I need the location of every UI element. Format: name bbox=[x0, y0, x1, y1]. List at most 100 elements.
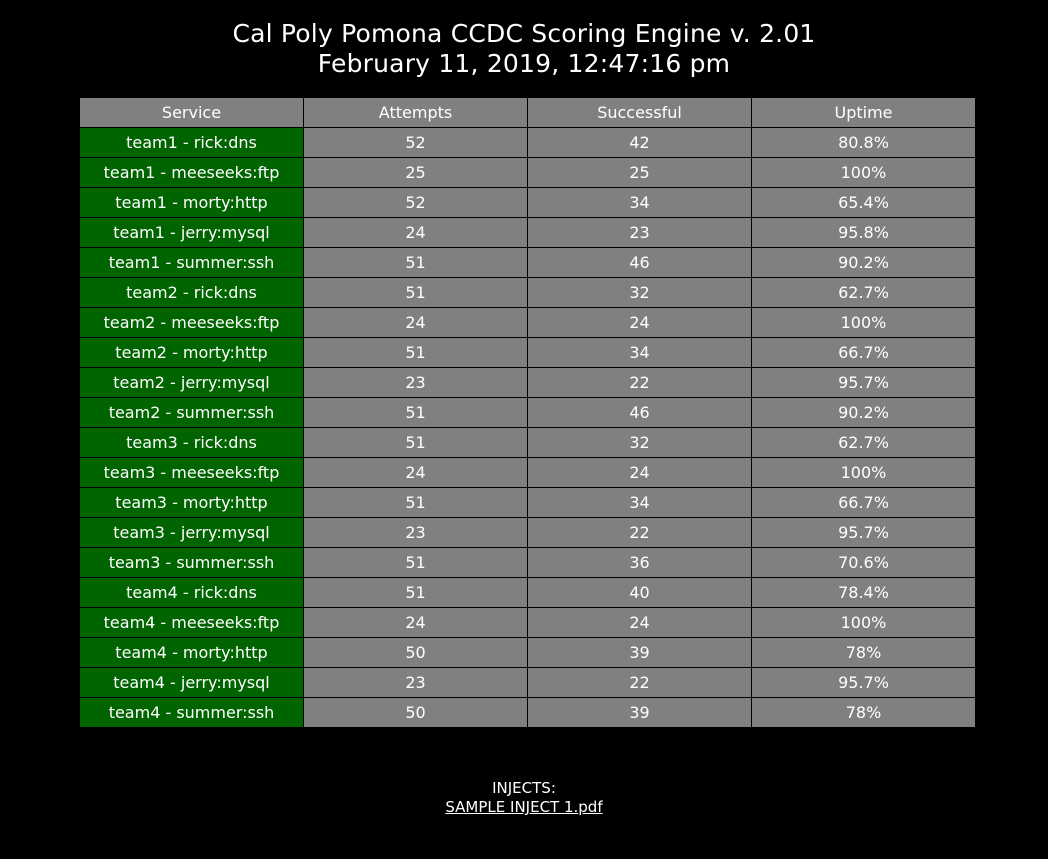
column-header-attempts: Attempts bbox=[303, 97, 528, 128]
attempts-cell: 52 bbox=[303, 187, 528, 218]
table-row: team3 - morty:http 51 34 66.7% bbox=[79, 487, 976, 518]
service-cell: team1 - meeseeks:ftp bbox=[79, 157, 304, 188]
uptime-cell: 100% bbox=[751, 607, 976, 638]
successful-cell: 39 bbox=[527, 637, 752, 668]
service-cell: team1 - jerry:mysql bbox=[79, 217, 304, 248]
successful-cell: 22 bbox=[527, 367, 752, 398]
successful-cell: 34 bbox=[527, 187, 752, 218]
table-row: team3 - jerry:mysql 23 22 95.7% bbox=[79, 517, 976, 548]
service-cell: team3 - summer:ssh bbox=[79, 547, 304, 578]
attempts-cell: 25 bbox=[303, 157, 528, 188]
service-cell: team4 - meeseeks:ftp bbox=[79, 607, 304, 638]
attempts-cell: 23 bbox=[303, 517, 528, 548]
table-row: team3 - summer:ssh 51 36 70.6% bbox=[79, 547, 976, 578]
service-cell: team4 - rick:dns bbox=[79, 577, 304, 608]
service-cell: team3 - jerry:mysql bbox=[79, 517, 304, 548]
uptime-cell: 66.7% bbox=[751, 337, 976, 368]
service-cell: team2 - morty:http bbox=[79, 337, 304, 368]
attempts-cell: 24 bbox=[303, 307, 528, 338]
attempts-cell: 50 bbox=[303, 697, 528, 728]
successful-cell: 39 bbox=[527, 697, 752, 728]
successful-cell: 22 bbox=[527, 667, 752, 698]
table-row: team3 - rick:dns 51 32 62.7% bbox=[79, 427, 976, 458]
uptime-cell: 95.8% bbox=[751, 217, 976, 248]
attempts-cell: 24 bbox=[303, 217, 528, 248]
table-row: team4 - meeseeks:ftp 24 24 100% bbox=[79, 607, 976, 638]
column-header-uptime: Uptime bbox=[751, 97, 976, 128]
successful-cell: 34 bbox=[527, 487, 752, 518]
table-row: team1 - jerry:mysql 24 23 95.8% bbox=[79, 217, 976, 248]
service-cell: team3 - morty:http bbox=[79, 487, 304, 518]
uptime-cell: 90.2% bbox=[751, 397, 976, 428]
attempts-cell: 51 bbox=[303, 337, 528, 368]
service-cell: team1 - summer:ssh bbox=[79, 247, 304, 278]
successful-cell: 34 bbox=[527, 337, 752, 368]
successful-cell: 46 bbox=[527, 397, 752, 428]
attempts-cell: 24 bbox=[303, 607, 528, 638]
successful-cell: 25 bbox=[527, 157, 752, 188]
service-cell: team2 - summer:ssh bbox=[79, 397, 304, 428]
injects-section: INJECTS: SAMPLE INJECT 1.pdf bbox=[0, 779, 1048, 817]
successful-cell: 42 bbox=[527, 127, 752, 158]
service-cell: team4 - jerry:mysql bbox=[79, 667, 304, 698]
attempts-cell: 52 bbox=[303, 127, 528, 158]
table-row: team4 - morty:http 50 39 78% bbox=[79, 637, 976, 668]
uptime-cell: 95.7% bbox=[751, 667, 976, 698]
service-cell: team3 - rick:dns bbox=[79, 427, 304, 458]
successful-cell: 23 bbox=[527, 217, 752, 248]
uptime-cell: 100% bbox=[751, 307, 976, 338]
attempts-cell: 51 bbox=[303, 487, 528, 518]
successful-cell: 24 bbox=[527, 307, 752, 338]
service-cell: team2 - meeseeks:ftp bbox=[79, 307, 304, 338]
table-row: team2 - jerry:mysql 23 22 95.7% bbox=[79, 367, 976, 398]
uptime-cell: 80.8% bbox=[751, 127, 976, 158]
successful-cell: 40 bbox=[527, 577, 752, 608]
inject-file-link[interactable]: SAMPLE INJECT 1.pdf bbox=[445, 798, 603, 816]
table-row: team3 - meeseeks:ftp 24 24 100% bbox=[79, 457, 976, 488]
uptime-cell: 62.7% bbox=[751, 427, 976, 458]
uptime-cell: 100% bbox=[751, 457, 976, 488]
uptime-cell: 100% bbox=[751, 157, 976, 188]
table-body: team1 - rick:dns 52 42 80.8% team1 - meeseek… bbox=[79, 127, 976, 728]
attempts-cell: 51 bbox=[303, 427, 528, 458]
uptime-cell: 95.7% bbox=[751, 367, 976, 398]
column-header-successful: Successful bbox=[527, 97, 752, 128]
service-cell: team2 - rick:dns bbox=[79, 277, 304, 308]
injects-label: INJECTS: bbox=[492, 779, 556, 797]
table-header-row: Service Attempts Successful Uptime bbox=[79, 97, 976, 128]
table-row: team1 - rick:dns 52 42 80.8% bbox=[79, 127, 976, 158]
uptime-cell: 65.4% bbox=[751, 187, 976, 218]
successful-cell: 46 bbox=[527, 247, 752, 278]
successful-cell: 32 bbox=[527, 277, 752, 308]
uptime-cell: 90.2% bbox=[751, 247, 976, 278]
uptime-cell: 62.7% bbox=[751, 277, 976, 308]
table-row: team4 - summer:ssh 50 39 78% bbox=[79, 697, 976, 728]
uptime-cell: 95.7% bbox=[751, 517, 976, 548]
uptime-cell: 66.7% bbox=[751, 487, 976, 518]
service-cell: team4 - morty:http bbox=[79, 637, 304, 668]
service-cell: team1 - morty:http bbox=[79, 187, 304, 218]
uptime-cell: 78% bbox=[751, 637, 976, 668]
attempts-cell: 51 bbox=[303, 547, 528, 578]
attempts-cell: 50 bbox=[303, 637, 528, 668]
successful-cell: 24 bbox=[527, 457, 752, 488]
attempts-cell: 24 bbox=[303, 457, 528, 488]
service-cell: team3 - meeseeks:ftp bbox=[79, 457, 304, 488]
page-title: Cal Poly Pomona CCDC Scoring Engine v. 2… bbox=[232, 19, 816, 48]
uptime-cell: 78.4% bbox=[751, 577, 976, 608]
uptime-cell: 70.6% bbox=[751, 547, 976, 578]
attempts-cell: 23 bbox=[303, 367, 528, 398]
attempts-cell: 51 bbox=[303, 577, 528, 608]
service-cell: team2 - jerry:mysql bbox=[79, 367, 304, 398]
table-row: team2 - summer:ssh 51 46 90.2% bbox=[79, 397, 976, 428]
successful-cell: 36 bbox=[527, 547, 752, 578]
table-row: team4 - jerry:mysql 23 22 95.7% bbox=[79, 667, 976, 698]
attempts-cell: 51 bbox=[303, 247, 528, 278]
successful-cell: 22 bbox=[527, 517, 752, 548]
uptime-cell: 78% bbox=[751, 697, 976, 728]
table-row: team2 - meeseeks:ftp 24 24 100% bbox=[79, 307, 976, 338]
table-row: team1 - summer:ssh 51 46 90.2% bbox=[79, 247, 976, 278]
table-row: team2 - morty:http 51 34 66.7% bbox=[79, 337, 976, 368]
page-timestamp: February 11, 2019, 12:47:16 pm bbox=[317, 49, 731, 78]
service-cell: team4 - summer:ssh bbox=[79, 697, 304, 728]
